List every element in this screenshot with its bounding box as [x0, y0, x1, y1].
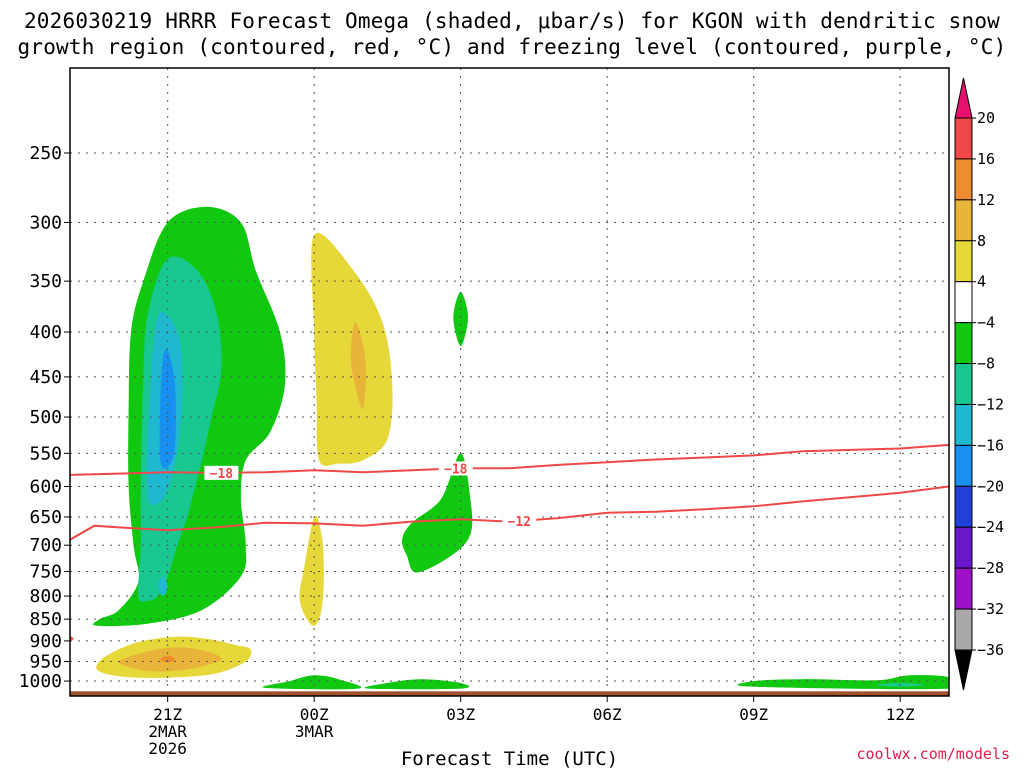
y-tick-label-900: 900 — [29, 631, 62, 652]
colorbar-label-2: 12 — [977, 191, 995, 209]
colorbar-label-11: −28 — [977, 559, 1004, 577]
omega-region-6 — [350, 322, 366, 410]
colorbar-label-3: 8 — [977, 232, 986, 250]
y-tick-label-850: 850 — [29, 609, 62, 630]
colorbar-label-1: 16 — [977, 150, 995, 168]
colorbar-box-11 — [954, 567, 973, 610]
chart-title: 2026030219 HRRR Forecast Omega (shaded, … — [0, 8, 1024, 60]
y-tick-label-350: 350 — [29, 271, 62, 292]
site-credit[interactable]: coolwx.com/models — [856, 745, 1010, 763]
colorbar-box-12 — [954, 608, 973, 651]
x-axis-label: Forecast Time (UTC) — [401, 748, 618, 768]
colorbar-label-0: 20 — [977, 109, 995, 127]
colorbar-box-6 — [954, 363, 973, 405]
y-tick-label-300: 300 — [29, 212, 62, 233]
colorbar-bottom-arrow — [954, 649, 973, 691]
colorbar-label-5: −4 — [977, 314, 995, 332]
y-tick-label-600: 600 — [29, 476, 62, 497]
colorbar-box-5 — [954, 322, 973, 365]
colorbar-label-13: −36 — [977, 641, 1004, 659]
x-tick-label-21Z-2: 2026 — [148, 739, 187, 758]
x-tick-label-12Z-0: 12Z — [886, 705, 915, 724]
colorbar-box-3 — [954, 240, 973, 283]
x-tick-label-21Z-0: 21Z — [153, 705, 182, 724]
colorbar-label-9: −20 — [977, 477, 1004, 495]
colorbar-box-9 — [954, 485, 973, 528]
omega-region-11 — [401, 453, 473, 573]
x-tick-label-03Z-0: 03Z — [446, 705, 475, 724]
x-tick-label-00Z-1: 3MAR — [295, 722, 334, 741]
contour-line-2 — [70, 635, 74, 642]
y-tick-label-450: 450 — [29, 367, 62, 388]
y-tick-label-800: 800 — [29, 586, 62, 607]
omega-region-14 — [364, 679, 470, 690]
x-tick-label-00Z-0: 00Z — [300, 705, 329, 724]
colorbar-label-10: −24 — [977, 518, 1004, 536]
colorbar-box-1 — [954, 158, 973, 201]
y-tick-label-400: 400 — [29, 322, 62, 343]
contour-line-1 — [70, 485, 949, 541]
x-tick-label-06Z-0: 06Z — [593, 705, 622, 724]
colorbar-label-6: −8 — [977, 355, 995, 373]
colorbar-box-7 — [954, 403, 973, 446]
omega-region-7 — [299, 515, 324, 626]
colorbar-label-12: −32 — [977, 600, 1004, 618]
omega-region-10 — [160, 655, 175, 663]
omega-region-13 — [262, 675, 362, 690]
colorbar-box-4 — [954, 281, 973, 324]
colorbar: 20 16 12 8 4 −4 −8 −12 −16 −20 −24 −28 −32 −36 — [954, 77, 1004, 691]
y-tick-label-650: 650 — [29, 507, 62, 528]
x-tick-label-09Z-0: 09Z — [739, 705, 768, 724]
colorbar-box-2 — [954, 199, 973, 242]
contour-label-0-0: −18 — [210, 467, 234, 482]
y-tick-label-500: 500 — [29, 407, 62, 428]
colorbar-label-4: 4 — [977, 273, 986, 291]
y-tick-label-1000: 1000 — [19, 671, 62, 692]
colorbar-top-arrow — [954, 77, 973, 119]
plot-contents: −18 −18 −12 — [70, 68, 949, 696]
y-tick-label-550: 550 — [29, 443, 62, 464]
colorbar-box-0 — [954, 117, 973, 160]
y-tick-label-750: 750 — [29, 561, 62, 582]
x-tick-label-21Z-1: 2MAR — [148, 722, 187, 741]
colorbar-box-8 — [954, 444, 973, 487]
y-tick-label-250: 250 — [29, 143, 62, 164]
colorbar-label-7: −12 — [977, 395, 1004, 413]
contour-label-1-0: −12 — [508, 515, 531, 530]
plot-frame — [69, 67, 950, 697]
y-tick-label-950: 950 — [29, 652, 62, 673]
chart-title-line-1: 2026030219 HRRR Forecast Omega (shaded, … — [23, 9, 1001, 33]
colorbar-label-8: −16 — [977, 436, 1004, 454]
omega-region-3 — [159, 348, 176, 469]
contour-label-0-1: −18 — [444, 462, 468, 477]
y-tick-label-700: 700 — [29, 535, 62, 556]
chart-title-line-2: growth region (contoured, red, °C) and f… — [17, 35, 1007, 59]
colorbar-box-10 — [954, 526, 973, 569]
ground-strip — [70, 691, 949, 696]
omega-region-12 — [453, 291, 468, 347]
omega-region-4 — [157, 576, 168, 597]
